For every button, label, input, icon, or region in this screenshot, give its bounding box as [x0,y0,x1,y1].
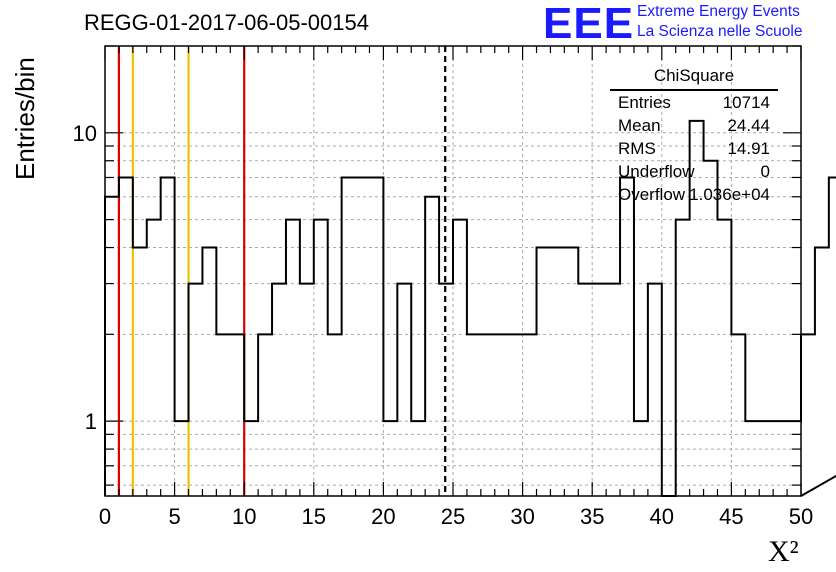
x-tick-label: 15 [302,504,326,529]
stats-row: Entries 10714 [618,93,778,115]
stats-row: Underflow 0 [618,162,778,184]
x-tick-label: 20 [371,504,395,529]
stats-box-title: ChiSquare [653,66,735,85]
stats-key: Underflow [618,162,695,181]
x-tick-label: 40 [650,504,674,529]
stats-key: Mean [618,116,661,135]
axis-tick-labels: 0 5 10 15 20 25 30 35 40 45 50 1 10 [73,121,814,529]
y-tick-label: 1 [85,409,97,434]
axis-ticks [104,45,802,496]
histogram-series [104,119,836,497]
x-tick-label: 35 [580,504,604,529]
stats-key: Entries [618,93,671,112]
stats-value: 1.036e+04 [689,185,770,204]
stats-row: Overflow 1.036e+04 [618,185,778,207]
stats-key: Overflow [618,185,686,204]
x-tick-label: 0 [99,504,111,529]
logo-line-2: La Scienza nelle Scuole [637,23,803,40]
stats-value: 10714 [722,93,770,112]
stats-box-rule [610,89,778,91]
eee-logo: EEE [543,0,635,48]
x-axis-label: X² [768,535,799,568]
stats-value: 14.91 [727,139,770,158]
y-tick-label: 10 [73,121,97,146]
chart-title: REGG-01-2017-06-05-00154 [84,10,369,35]
x-tick-label: 50 [789,504,813,529]
x-tick-label: 45 [719,504,743,529]
logo-line-1: Extreme Energy Events [637,3,800,20]
stats-row: Mean 24.44 [618,116,778,138]
stats-value: 24.44 [727,116,770,135]
x-tick-label: 5 [168,504,180,529]
logo-caption: Extreme Energy Events La Scienza nelle S… [637,2,802,42]
x-tick-label: 25 [441,504,465,529]
marker-lines [117,46,447,496]
stats-key: RMS [618,139,656,158]
y-axis-label: Entries/bin [10,57,40,180]
x-tick-label: 10 [232,504,256,529]
stats-value: 0 [760,162,770,181]
stats-row: RMS 14.91 [618,139,778,161]
x-tick-label: 30 [510,504,534,529]
stats-box: ChiSquare Entries 10714 Mean 24.44 RMS 1… [610,66,778,208]
